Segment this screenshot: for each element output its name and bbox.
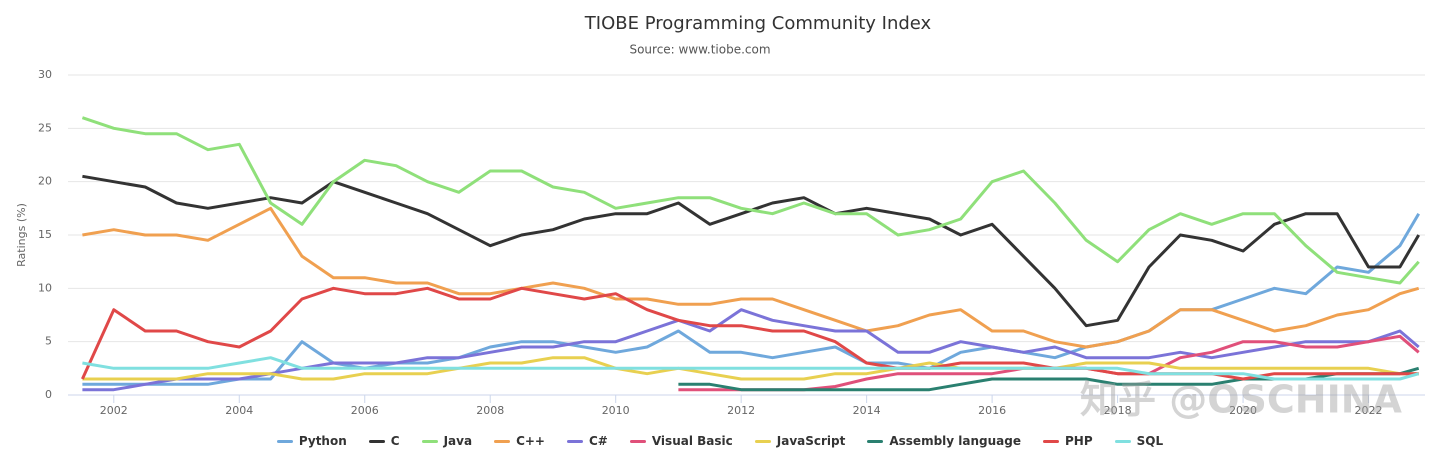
legend-item[interactable]: Assembly language (867, 434, 1021, 448)
legend-swatch (1114, 439, 1131, 443)
x-tick-label: 2014 (853, 404, 881, 417)
x-tick-label: 2006 (351, 404, 379, 417)
y-axis-label: Ratings (%) (15, 203, 28, 267)
y-tick-label: 10 (38, 281, 52, 294)
legend-swatch (494, 439, 511, 443)
legend-swatch (1043, 439, 1059, 443)
legend-item[interactable]: Java (421, 434, 473, 448)
legend-item[interactable]: C++ (494, 434, 545, 448)
series-line (81, 116, 1420, 285)
series-line (82, 206, 1420, 349)
legend-label: Visual Basic (651, 434, 733, 448)
legend-label: C++ (516, 434, 545, 448)
legend-swatch (867, 439, 884, 443)
series-line (82, 356, 1420, 381)
y-tick-label: 15 (38, 228, 52, 241)
legend-label: SQL (1136, 434, 1164, 448)
x-tick-label: 2012 (727, 404, 755, 417)
x-tick-label: 2016 (978, 404, 1006, 417)
y-tick-label: 0 (45, 388, 52, 401)
legend-item[interactable]: PHP (1043, 434, 1093, 448)
legend-label: JavaScript (776, 434, 846, 448)
y-tick-label: 5 (45, 335, 52, 348)
legend-item[interactable]: JavaScript (754, 434, 846, 448)
legend: Python C Java C++ C# Visual Basic JavaScript As… (0, 434, 1440, 448)
x-tick-label: 2018 (1104, 404, 1132, 417)
legend-label: Assembly language (889, 434, 1021, 448)
series-line (82, 174, 1420, 328)
x-tick-label: 2004 (225, 404, 253, 417)
chart-title: TIOBE Programming Community Index (584, 13, 932, 34)
legend-label: Python (298, 434, 347, 448)
legend-label: C (390, 434, 400, 448)
y-tick-label: 20 (38, 175, 52, 188)
legend-label: C# (588, 434, 608, 448)
series-line (82, 356, 1419, 381)
y-tick-label: 25 (38, 121, 52, 134)
x-tick-label: 2010 (602, 404, 630, 417)
x-tick-label: 2002 (100, 404, 128, 417)
legend-swatch (566, 439, 583, 443)
legend-label: PHP (1065, 434, 1093, 448)
watermark: 知乎 @OSCHINA (1080, 378, 1403, 422)
legend-swatch (754, 439, 771, 443)
legend-swatch (368, 439, 385, 443)
legend-swatch (276, 439, 293, 443)
x-tick-label: 2020 (1229, 404, 1257, 417)
legend-item[interactable]: C (368, 434, 400, 448)
legend-swatch (421, 439, 438, 443)
chart: TIOBE Programming Community Index Source… (15, 13, 1425, 422)
legend-label: Java (443, 434, 473, 448)
chart-subtitle: Source: www.tiobe.com (629, 43, 770, 57)
legend-item[interactable]: SQL (1114, 434, 1164, 448)
legend-swatch (629, 439, 646, 443)
y-tick-label: 30 (38, 68, 52, 81)
x-tick-label: 2008 (476, 404, 504, 417)
legend-item[interactable]: Python (276, 434, 347, 448)
x-tick-label: 2022 (1355, 404, 1383, 417)
legend-item[interactable]: Visual Basic (629, 434, 733, 448)
legend-item[interactable]: C# (566, 434, 608, 448)
